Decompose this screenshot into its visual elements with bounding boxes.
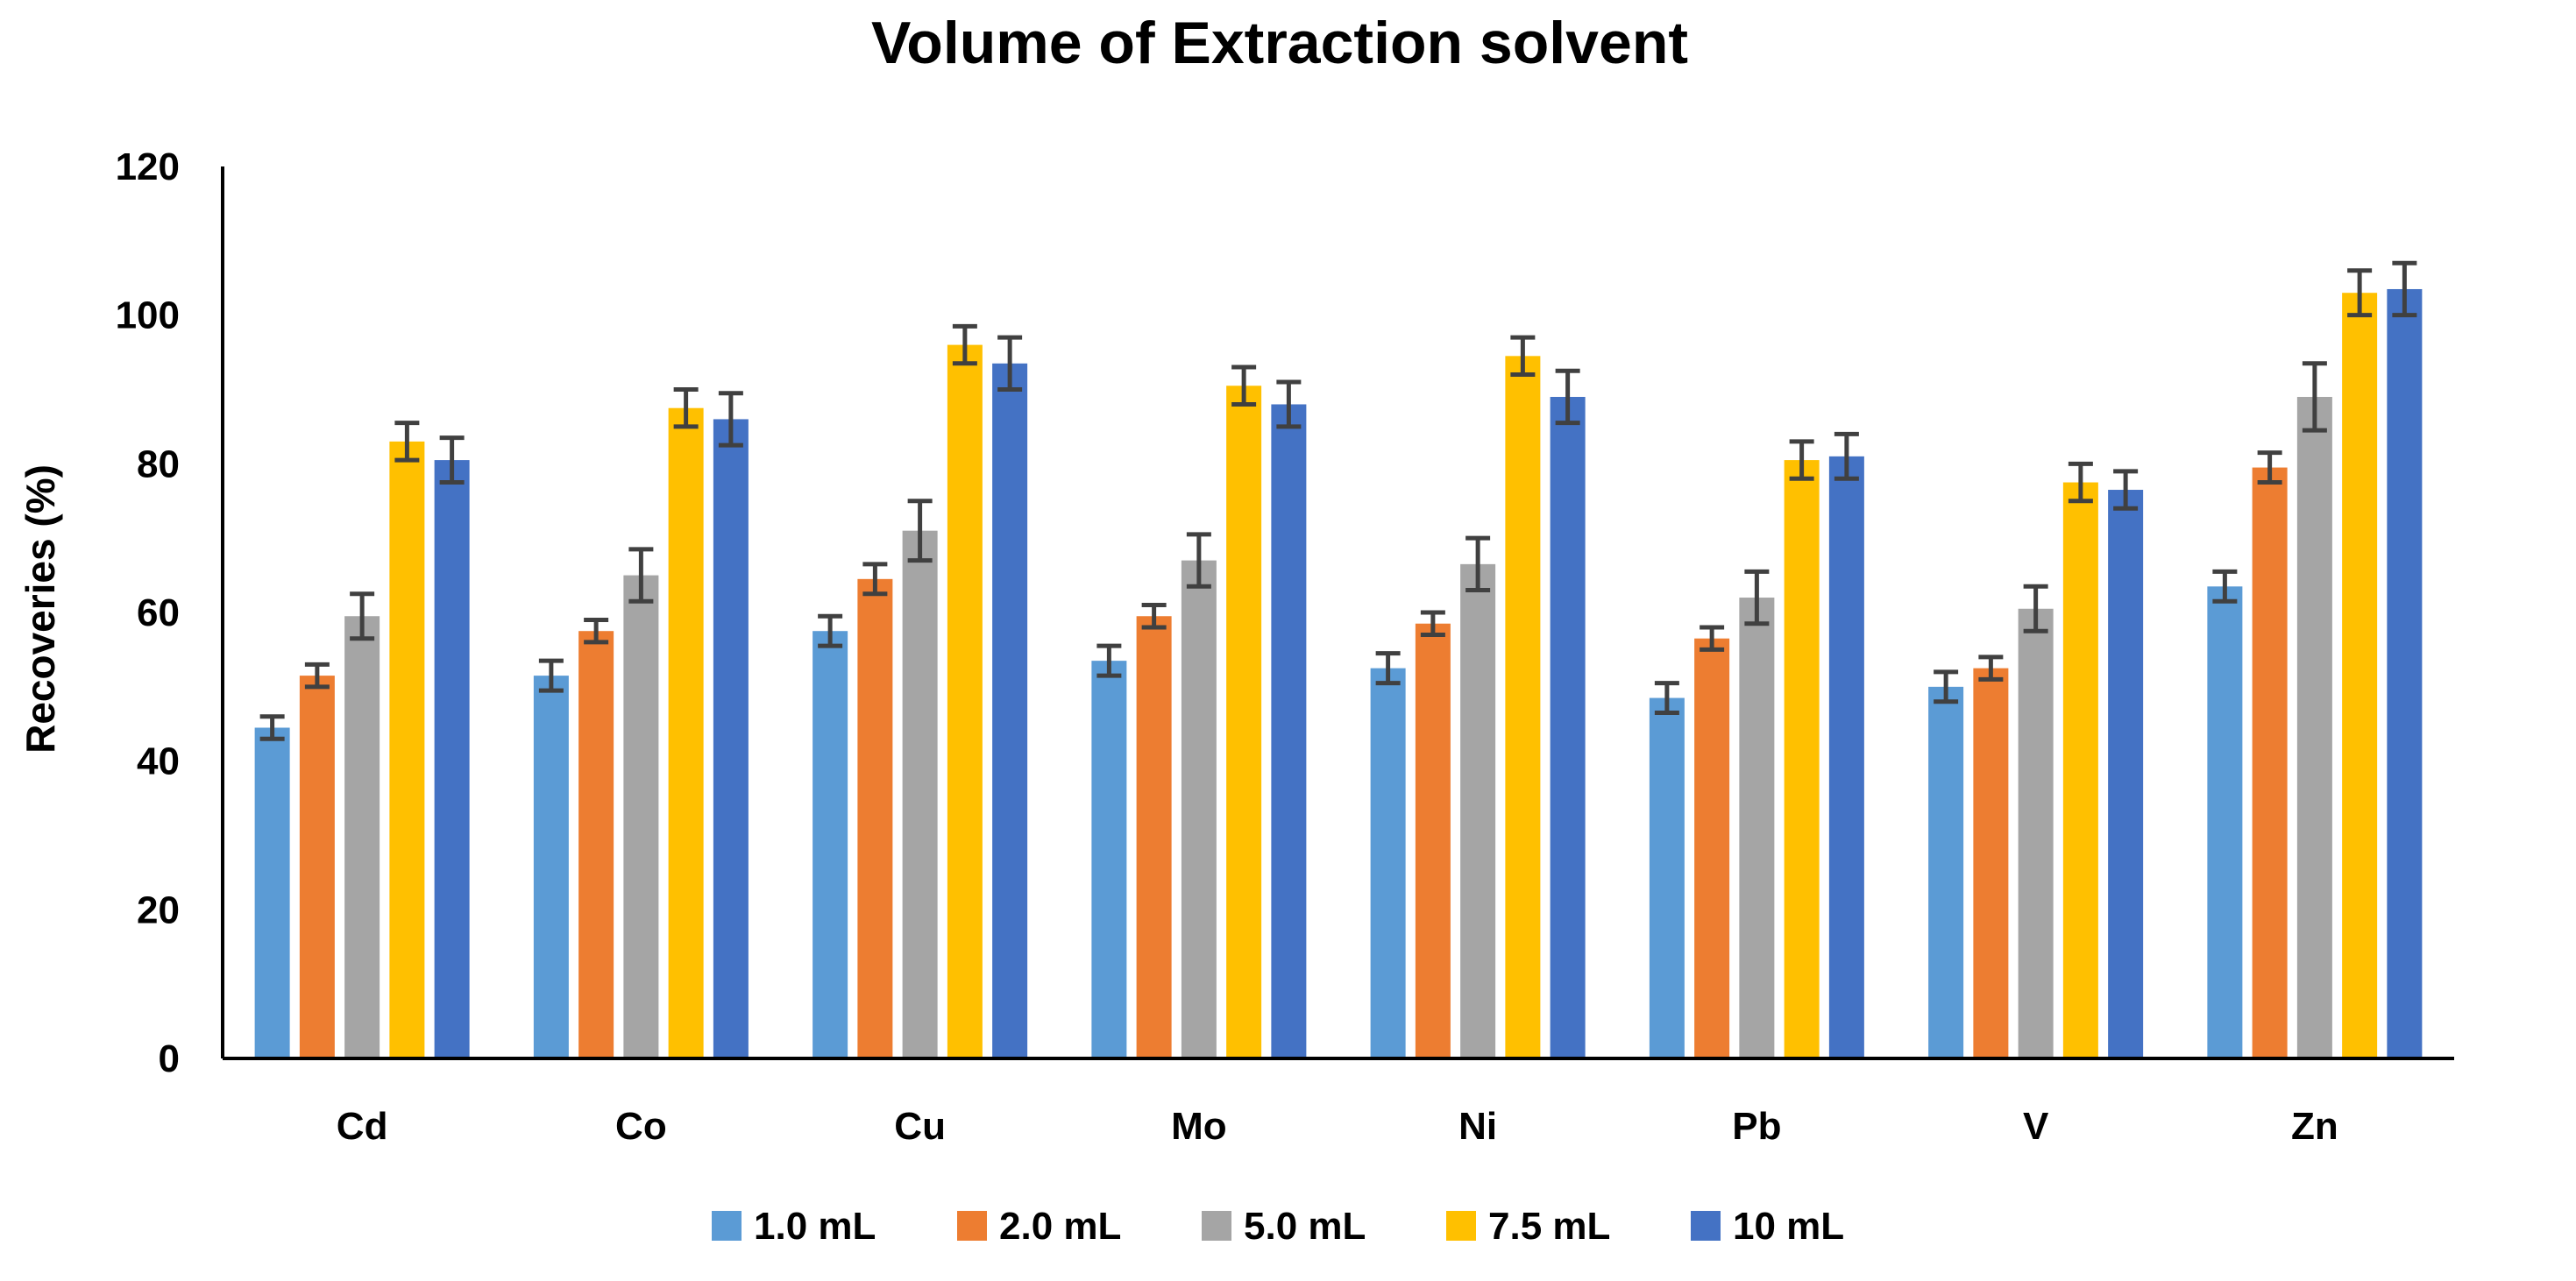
y-tick-label: 120	[116, 145, 180, 188]
x-tick-label: V	[2023, 1105, 2049, 1148]
bar	[623, 575, 659, 1058]
bar	[344, 616, 380, 1058]
bar	[2108, 490, 2144, 1058]
legend-label: 10 mL	[1733, 1205, 1844, 1248]
bar	[2018, 608, 2054, 1058]
bar	[299, 676, 335, 1058]
axes	[221, 166, 2454, 1060]
legend-swatch	[1446, 1211, 1476, 1241]
y-tick-label: 100	[116, 294, 180, 337]
x-tick-label: Zn	[2291, 1105, 2338, 1148]
bar	[1091, 661, 1127, 1058]
bar	[2062, 482, 2098, 1058]
bar	[1415, 623, 1451, 1058]
y-tick-label: 60	[137, 591, 180, 634]
y-tick-label: 80	[137, 442, 180, 485]
y-tick-label: 40	[137, 740, 180, 783]
bar	[1181, 560, 1217, 1058]
x-tick-label: Cu	[894, 1105, 946, 1148]
y-tick-label: 20	[137, 888, 180, 931]
bar	[1460, 563, 1496, 1058]
bar	[1226, 386, 1262, 1059]
bar	[1973, 668, 2009, 1058]
bar	[578, 631, 614, 1058]
y-axis-tick-labels: 0 20 40 60 80 100 120	[116, 145, 180, 1080]
legend-label: 7.5 mL	[1488, 1205, 1610, 1248]
bar	[1739, 598, 1775, 1058]
bar	[1505, 356, 1541, 1058]
legend-label: 5.0 mL	[1244, 1205, 1366, 1248]
bar	[1694, 638, 1730, 1058]
bar	[947, 344, 983, 1059]
bar	[2296, 396, 2332, 1058]
bar	[2252, 467, 2288, 1058]
bar	[857, 578, 893, 1058]
bar	[813, 631, 848, 1058]
x-tick-label: Pb	[1732, 1105, 1781, 1148]
x-tick-label: Cd	[337, 1105, 388, 1148]
bar	[1370, 668, 1406, 1058]
bar	[1550, 396, 1586, 1058]
bar	[1828, 456, 1864, 1058]
bar	[902, 530, 938, 1058]
legend-label: 2.0 mL	[999, 1205, 1121, 1248]
legend-swatch	[957, 1211, 987, 1241]
bar	[2207, 586, 2243, 1058]
bar	[1928, 686, 1964, 1058]
y-axis-label: Recoveries (%)	[18, 464, 63, 754]
bar	[389, 441, 425, 1059]
error-bars	[259, 260, 2417, 741]
bar	[1784, 460, 1820, 1058]
bar	[1271, 404, 1307, 1058]
bar	[2387, 288, 2423, 1059]
bar	[533, 676, 569, 1058]
bar	[713, 419, 749, 1058]
bar	[1649, 697, 1685, 1058]
legend-swatch	[712, 1211, 742, 1241]
x-tick-label: Co	[615, 1105, 667, 1148]
bar	[1136, 616, 1172, 1058]
bar-series	[254, 288, 2423, 1059]
legend-label: 1.0 mL	[754, 1205, 876, 1248]
bar	[992, 363, 1028, 1058]
x-axis-category-labels: Cd Co Cu Mo Ni Pb V Zn	[337, 1105, 2338, 1148]
legend-swatch	[1691, 1211, 1721, 1241]
x-tick-label: Ni	[1458, 1105, 1497, 1148]
bar	[434, 460, 470, 1058]
x-tick-label: Mo	[1171, 1105, 1227, 1148]
legend: 1.0 mL 2.0 mL 5.0 mL 7.5 mL 10 mL	[712, 1205, 1844, 1248]
bar	[2342, 293, 2378, 1058]
chart-title: Volume of Extraction solvent	[871, 10, 1688, 76]
y-tick-label: 0	[159, 1037, 180, 1080]
legend-swatch	[1202, 1211, 1231, 1241]
bar	[254, 727, 290, 1058]
bar	[668, 407, 704, 1058]
